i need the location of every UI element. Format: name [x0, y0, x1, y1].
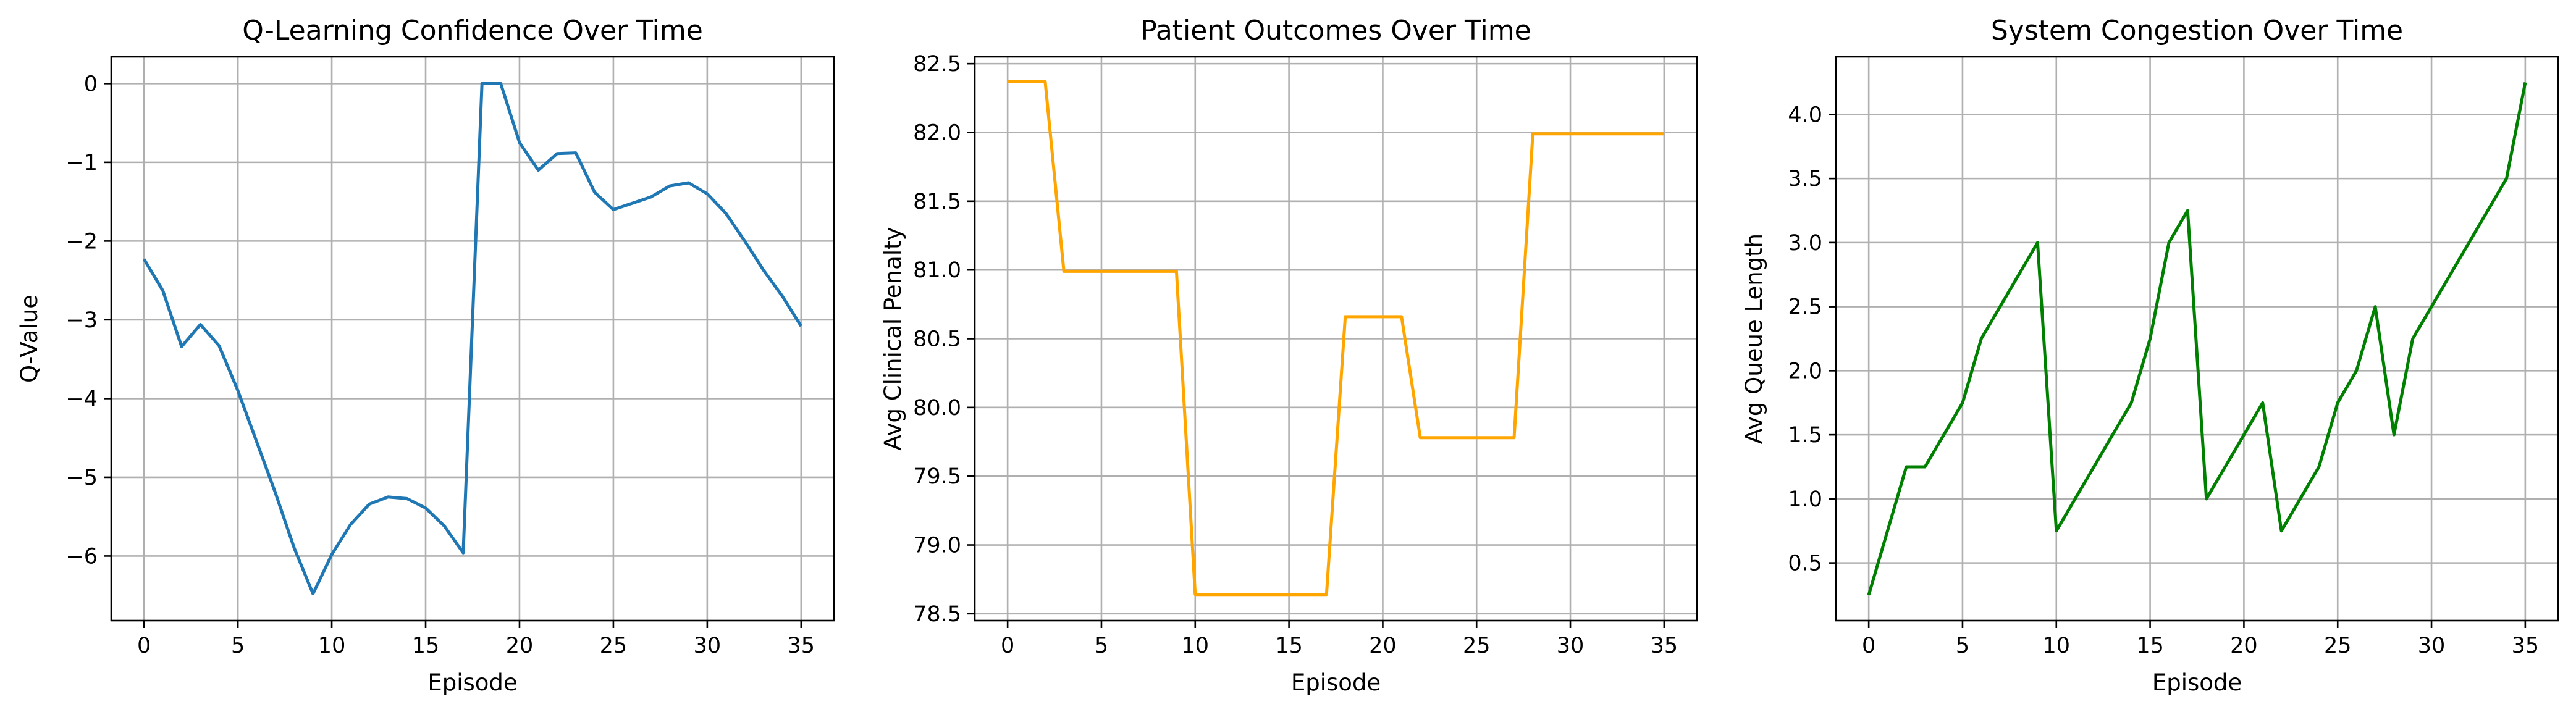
y-axis-label: Avg Clinical Penalty — [880, 227, 906, 450]
x-tick-label: 5 — [231, 634, 245, 658]
series-line — [143, 82, 802, 596]
x-tick-label: 35 — [2512, 634, 2540, 658]
y-tick-label: 80.5 — [913, 327, 961, 352]
y-tick-label: −1 — [65, 151, 98, 175]
x-tick-label: 25 — [2324, 634, 2352, 658]
y-tick-label: 80.0 — [913, 396, 961, 421]
y-tick-label: 79.5 — [913, 464, 961, 489]
y-axis-label: Avg Queue Length — [1741, 233, 1767, 444]
y-tick-label: 0 — [84, 72, 98, 96]
x-tick-label: 0 — [137, 634, 151, 658]
x-tick-label: 10 — [1181, 634, 1209, 658]
y-tick-label: 82.0 — [913, 120, 961, 145]
x-tick-label: 15 — [2136, 634, 2164, 658]
x-tick-label: 30 — [1557, 634, 1585, 658]
chart-title: Q-Learning Confidence Over Time — [242, 15, 703, 46]
y-tick-label: 78.5 — [913, 602, 961, 627]
x-tick-label: 30 — [2418, 634, 2446, 658]
x-axis-label: Episode — [427, 669, 517, 696]
y-tick-label: 4.0 — [1788, 103, 1822, 127]
y-axis-label: Q-Value — [16, 295, 43, 383]
x-tick-label: 20 — [1369, 634, 1397, 658]
x-tick-label: 35 — [788, 634, 815, 658]
plot-frame — [1835, 56, 2559, 622]
x-tick-label: 20 — [2230, 634, 2258, 658]
chart-panel-queue-length: System Congestion Over Time Episode Avg … — [1741, 15, 2559, 696]
plot-frame — [110, 56, 835, 622]
x-tick-label: 10 — [318, 634, 346, 658]
chart-title: Patient Outcomes Over Time — [1140, 15, 1531, 46]
x-axis-label: Episode — [2152, 669, 2242, 696]
x-axis-label: Episode — [1291, 669, 1381, 696]
x-tick-label: 25 — [600, 634, 628, 658]
y-tick-label: 3.0 — [1788, 231, 1822, 256]
y-tick-label: −3 — [65, 308, 98, 333]
y-tick-label: 1.5 — [1788, 423, 1822, 448]
x-tick-label: 30 — [694, 634, 722, 658]
x-tick-label: 10 — [2042, 634, 2070, 658]
x-tick-label: 25 — [1463, 634, 1491, 658]
y-tick-label: 2.0 — [1788, 359, 1822, 383]
y-tick-label: 81.0 — [913, 258, 961, 283]
y-tick-label: −5 — [65, 466, 98, 490]
series-line — [1867, 82, 2527, 596]
y-tick-label: 0.5 — [1788, 551, 1822, 576]
grid — [975, 57, 1697, 621]
x-tick-label: 15 — [1275, 634, 1303, 658]
series-line — [1008, 80, 1664, 597]
y-tick-label: 82.5 — [913, 52, 961, 77]
y-tick-label: −2 — [65, 229, 98, 254]
y-tick-label: 1.0 — [1788, 487, 1822, 512]
x-tick-label: 20 — [506, 634, 534, 658]
chart-title: System Congestion Over Time — [1991, 15, 2403, 46]
chart-panel-clinical-penalty: Patient Outcomes Over Time Episode Avg C… — [880, 15, 1698, 696]
x-tick-label: 5 — [1095, 634, 1108, 658]
x-tick-label: 5 — [1956, 634, 1969, 658]
chart-panel-q-value: Q-Learning Confidence Over Time Episode … — [16, 15, 835, 696]
y-tick-label: 81.5 — [913, 190, 961, 214]
y-tick-label: 3.5 — [1788, 167, 1822, 191]
grid — [111, 57, 834, 621]
y-tick-label: 79.0 — [913, 534, 961, 558]
y-tick-label: 2.5 — [1788, 295, 1822, 320]
x-tick-label: 0 — [1862, 634, 1875, 658]
x-tick-label: 15 — [412, 634, 440, 658]
x-tick-label: 0 — [1001, 634, 1014, 658]
y-tick-label: −6 — [65, 544, 98, 569]
x-tick-label: 35 — [1651, 634, 1678, 658]
y-tick-label: −4 — [65, 387, 98, 411]
